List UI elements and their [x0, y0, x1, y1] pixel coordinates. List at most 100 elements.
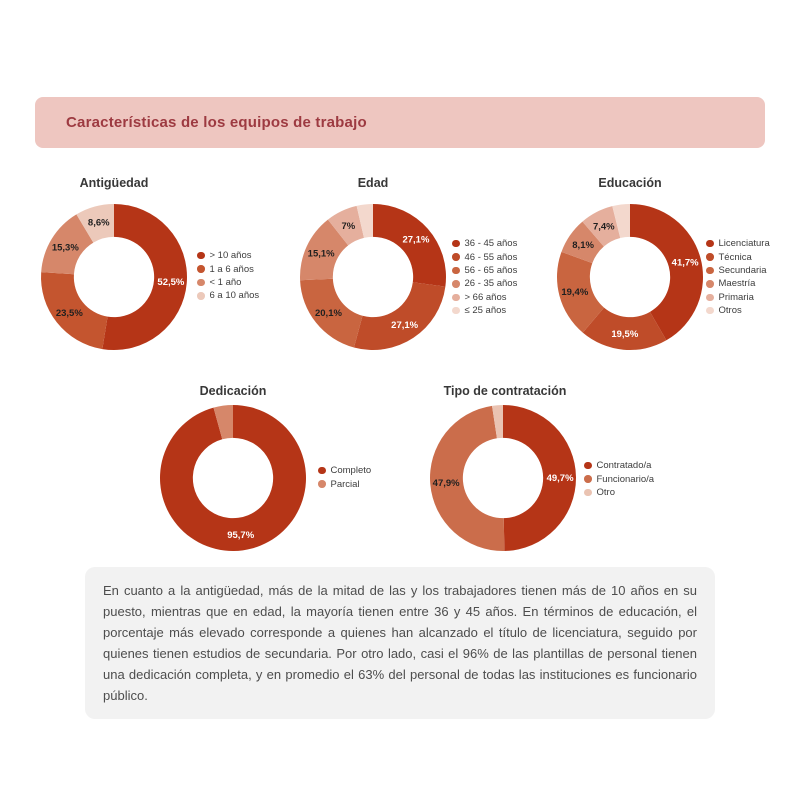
- legend-swatch: [706, 239, 714, 248]
- legend-swatch: [706, 293, 714, 301]
- legend-item[interactable]: 46 - 55 años: [452, 250, 517, 263]
- legend-swatch: [584, 488, 592, 497]
- legend-item[interactable]: Funcionario/a: [584, 472, 654, 485]
- slice-value-label: 15,3%: [52, 243, 79, 254]
- donut-slice-2[interactable]: [41, 272, 108, 350]
- legend-item[interactable]: 36 - 45 años: [452, 237, 517, 250]
- legend-item[interactable]: Contratado/a: [584, 459, 654, 472]
- slice-value-label: 19,4%: [561, 287, 588, 298]
- legend-item[interactable]: Completo: [318, 464, 371, 477]
- legend-item[interactable]: Otros: [706, 304, 770, 317]
- legend-swatch: [584, 461, 592, 470]
- legend-label: Otro: [596, 486, 615, 498]
- legend-label: Maestría: [718, 278, 756, 290]
- chart-legend: > 10 años 1 a 6 años < 1 año 6 a 10 años: [197, 249, 259, 303]
- summary-box: En cuanto a la antigüedad, más de la mit…: [85, 567, 715, 719]
- legend-swatch: [706, 280, 714, 288]
- legend-item[interactable]: Técnica: [706, 250, 770, 263]
- legend-swatch: [197, 292, 205, 300]
- legend-swatch: [452, 239, 460, 248]
- donut-slice-3[interactable]: [41, 214, 94, 275]
- section-title: Características de los equipos de trabaj…: [66, 114, 367, 131]
- legend-item[interactable]: Parcial: [318, 477, 371, 490]
- chart-title: Tipo de contratación: [443, 384, 567, 398]
- legend-item[interactable]: 56 - 65 años: [452, 264, 517, 277]
- legend-item[interactable]: 1 a 6 años: [197, 262, 259, 275]
- donut-slice-6[interactable]: [612, 204, 630, 239]
- legend-swatch: [452, 306, 460, 315]
- legend-item[interactable]: Maestría: [706, 277, 770, 290]
- legend-label: ≤ 25 años: [464, 305, 507, 317]
- chart-title: Edad: [357, 176, 389, 190]
- legend-label: 46 - 55 años: [464, 251, 518, 263]
- legend-swatch: [452, 266, 460, 275]
- donut-chart: 52,5% 23,5% 15,3% 8,6%: [41, 204, 188, 350]
- slice-value-label: 19,5%: [611, 329, 638, 340]
- donut-chart: 49,7% 47,9%: [430, 405, 576, 551]
- legend-item[interactable]: Licenciatura: [706, 237, 770, 250]
- legend-item[interactable]: Otro: [584, 486, 654, 499]
- summary-text: En cuanto a la antigüedad, más de la mit…: [103, 583, 697, 703]
- slice-value-label: 8,6%: [88, 217, 110, 228]
- legend-label: > 66 años: [464, 291, 507, 303]
- donut-slice-4[interactable]: [76, 204, 114, 243]
- donut-slice-2[interactable]: [213, 405, 233, 440]
- legend-label: Contratado/a: [596, 460, 652, 472]
- chart-legend: Licenciatura Técnica Secundaria Maestría Pri…: [706, 237, 770, 317]
- donut-slice-4[interactable]: [300, 219, 349, 281]
- legend-label: 36 - 45 años: [464, 238, 518, 250]
- donut-slice-4[interactable]: [561, 221, 604, 264]
- slice-value-label: 47,9%: [433, 478, 460, 489]
- chart-title: Antigüedad: [79, 176, 149, 190]
- donut-slice-5[interactable]: [582, 206, 621, 247]
- donut-slice-2[interactable]: [353, 282, 446, 350]
- legend-item[interactable]: < 1 año: [197, 276, 259, 289]
- legend-label: 6 a 10 años: [209, 290, 260, 302]
- slice-value-label: 27,1%: [391, 320, 418, 331]
- legend-swatch: [706, 306, 714, 315]
- legend-swatch: [584, 475, 592, 483]
- donut-slice-1[interactable]: [630, 204, 703, 341]
- legend-item[interactable]: > 10 años: [197, 249, 259, 262]
- donut-slice-2[interactable]: [430, 405, 505, 551]
- donut-slice-5[interactable]: [327, 205, 364, 246]
- legend-swatch: [452, 280, 460, 288]
- legend-item[interactable]: Secundaria: [706, 264, 770, 277]
- slice-value-label: 8,1%: [572, 240, 594, 251]
- slice-value-label: 7%: [342, 221, 356, 232]
- slice-value-label: 27,1%: [402, 235, 429, 246]
- legend-item[interactable]: > 66 años: [452, 291, 517, 304]
- donut-slice-1[interactable]: [102, 204, 188, 350]
- legend-label: Funcionario/a: [596, 473, 655, 485]
- slice-value-label: 23,5%: [56, 308, 83, 319]
- donut-slice-3[interactable]: [300, 278, 363, 348]
- slice-value-label: 41,7%: [672, 258, 699, 269]
- legend-label: Secundaria: [718, 264, 767, 276]
- section-header: Características de los equipos de trabaj…: [35, 97, 765, 148]
- donut-slice-3[interactable]: [557, 251, 605, 333]
- donut-slice-3[interactable]: [492, 405, 503, 439]
- legend-item[interactable]: Primaria: [706, 291, 770, 304]
- donut-slice-1[interactable]: [373, 204, 446, 287]
- legend-label: 56 - 65 años: [464, 264, 518, 276]
- chart-legend: 36 - 45 años 46 - 55 años 56 - 65 años 26 -…: [452, 237, 517, 317]
- legend-swatch: [318, 480, 326, 488]
- donut-chart: 95,7%: [160, 405, 306, 551]
- donut-slice-1[interactable]: [160, 405, 306, 551]
- legend-item[interactable]: ≤ 25 años: [452, 304, 517, 317]
- donut-slice-6[interactable]: [356, 204, 373, 238]
- legend-item[interactable]: 6 a 10 años: [197, 289, 259, 302]
- slice-value-label: 49,7%: [547, 473, 574, 484]
- legend-item[interactable]: 26 - 35 años: [452, 277, 517, 290]
- legend-swatch: [706, 253, 714, 261]
- chart-title: Educación: [598, 176, 662, 190]
- donut-slice-2[interactable]: [582, 307, 667, 350]
- legend-label: Parcial: [330, 478, 360, 490]
- legend-swatch: [706, 266, 714, 275]
- donut-slice-1[interactable]: [503, 405, 576, 551]
- legend-label: Completo: [330, 465, 372, 477]
- legend-label: Otros: [718, 305, 742, 317]
- legend-label: Licenciatura: [718, 238, 770, 250]
- legend-swatch: [197, 278, 205, 287]
- legend-swatch: [197, 265, 205, 273]
